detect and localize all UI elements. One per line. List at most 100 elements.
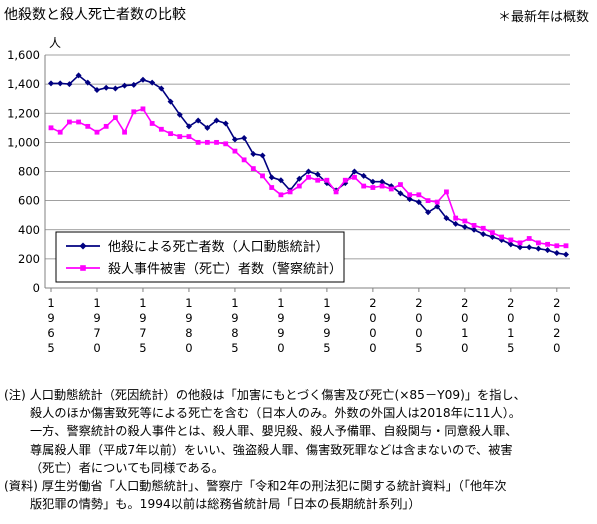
data-point xyxy=(425,198,431,204)
data-point xyxy=(75,72,82,79)
data-point xyxy=(544,247,551,254)
page-title: 他殺数と殺人死亡者数の比較 xyxy=(4,7,186,23)
chart-notes: (注) 人口動態統計（死因統計）の他殺は「加害にもとづく傷害及び死亡(×85－Y… xyxy=(4,386,596,513)
data-point xyxy=(314,171,321,178)
data-point xyxy=(536,240,541,246)
data-point xyxy=(168,131,173,137)
data-point xyxy=(250,166,256,171)
data-point xyxy=(507,241,514,248)
data-point xyxy=(231,136,238,143)
data-point xyxy=(131,109,137,115)
data-point xyxy=(149,79,156,86)
data-point xyxy=(57,129,63,135)
data-point xyxy=(526,244,533,251)
data-point xyxy=(342,177,348,183)
data-point xyxy=(471,226,478,233)
data-point xyxy=(103,123,109,129)
source-line: (資料) 厚生労働省「人口動態統計」、警察庁「令和2年の刑法犯に関する統計資料」… xyxy=(4,479,507,494)
data-point xyxy=(434,203,441,210)
data-point xyxy=(186,134,192,139)
y-tick-label: 1,000 xyxy=(7,135,40,149)
data-point xyxy=(149,121,155,126)
data-point xyxy=(554,243,560,249)
data-point xyxy=(241,135,248,142)
data-point xyxy=(93,86,100,93)
data-point xyxy=(213,117,220,124)
data-point xyxy=(176,111,183,118)
data-point xyxy=(177,134,183,139)
latest-year-note: ＊最新年は概数 xyxy=(497,10,589,25)
data-point xyxy=(315,177,321,183)
data-point xyxy=(535,245,542,252)
data-point xyxy=(508,237,514,243)
legend-box xyxy=(55,231,345,283)
data-point xyxy=(48,125,54,131)
data-point xyxy=(563,243,569,249)
data-point xyxy=(306,174,311,180)
data-point xyxy=(296,175,303,182)
data-point xyxy=(204,139,210,145)
legend-label: 他殺による死亡者数（人口動態統計） xyxy=(108,239,329,255)
data-point xyxy=(443,215,450,222)
y-tick-label: 800 xyxy=(18,165,40,179)
note-line: 殺人のほか傷害致死等による死亡を含む（日本人のみ。外数の外国人は2018年に11… xyxy=(30,406,521,421)
data-point xyxy=(269,185,275,190)
data-point xyxy=(296,183,302,189)
data-point xyxy=(517,244,524,251)
data-point xyxy=(452,220,459,227)
data-point xyxy=(185,123,192,130)
data-point xyxy=(57,80,64,87)
series-1 xyxy=(48,72,569,258)
data-point xyxy=(490,230,495,236)
data-point xyxy=(360,172,367,179)
data-point xyxy=(139,76,146,83)
data-point xyxy=(407,192,413,198)
data-point xyxy=(352,174,357,180)
data-point xyxy=(223,141,229,147)
data-point xyxy=(222,120,229,127)
data-point xyxy=(369,178,376,185)
legend-marker xyxy=(80,265,86,271)
y-tick-label: 1,400 xyxy=(7,77,40,91)
data-point xyxy=(480,231,487,238)
data-point xyxy=(158,126,164,132)
data-point xyxy=(140,106,146,112)
y-tick-label: 1,600 xyxy=(7,48,40,62)
data-point xyxy=(324,177,330,183)
line-chart: 0 200 400 600 800 1,000 1,200 1,400 1,600 人 1 9 6 5 1… xyxy=(7,36,570,355)
data-point xyxy=(305,168,312,175)
data-point xyxy=(434,199,440,205)
data-point xyxy=(121,82,128,89)
data-point xyxy=(66,119,72,125)
data-point xyxy=(333,189,339,195)
data-point xyxy=(48,80,54,87)
series-2 xyxy=(48,106,569,249)
data-point xyxy=(112,85,119,92)
data-point xyxy=(112,115,118,121)
data-point xyxy=(471,222,477,228)
data-point xyxy=(250,151,257,158)
note-line: 一方、警察統計の殺人事件とは、殺人罪、嬰児殺、殺人予備罪、自殺関与・同意殺人罪、 xyxy=(30,424,518,439)
data-point xyxy=(461,223,468,230)
data-point xyxy=(259,152,266,159)
data-point xyxy=(195,117,202,124)
data-point xyxy=(130,81,137,88)
y-axis-unit: 人 xyxy=(49,36,61,50)
data-point xyxy=(278,192,284,198)
data-point xyxy=(241,157,247,163)
series-line xyxy=(51,74,567,256)
data-point xyxy=(415,199,422,206)
data-point xyxy=(268,174,275,181)
data-point xyxy=(553,250,560,257)
data-point xyxy=(260,173,265,179)
data-point xyxy=(397,190,404,197)
data-point xyxy=(370,185,376,190)
y-tick-label: 1,200 xyxy=(7,106,40,120)
